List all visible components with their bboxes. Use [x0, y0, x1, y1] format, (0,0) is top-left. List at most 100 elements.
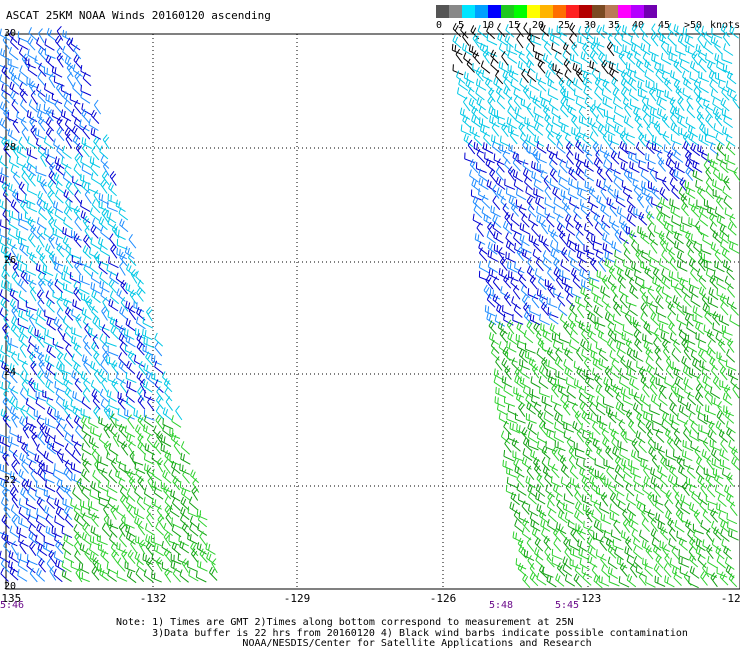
- wind-barb: [563, 202, 572, 218]
- wind-barb: [574, 242, 586, 255]
- wind-barb: [626, 359, 637, 373]
- wind-barb: [711, 396, 722, 408]
- wind-barb: [17, 559, 28, 572]
- wind-barb: [96, 462, 108, 474]
- wind-barb: [694, 445, 703, 461]
- wind-barb: [3, 388, 11, 403]
- wind-barb: [20, 270, 29, 285]
- wind-barb: [658, 392, 668, 406]
- wind-barb: [81, 532, 92, 546]
- wind-barb: [575, 221, 584, 236]
- wind-barb: [74, 513, 84, 527]
- wind-barb: [633, 392, 643, 406]
- wind-barb: [136, 496, 146, 511]
- wind-barb: [562, 502, 574, 515]
- wind-barb: [726, 427, 735, 442]
- wind-barb: [731, 456, 740, 471]
- wind-barb: [566, 98, 577, 111]
- wind-barb: [38, 558, 46, 573]
- wind-barb: [546, 553, 555, 568]
- wind-barb: [29, 252, 39, 266]
- wind-barb: [36, 174, 47, 187]
- wind-barb: [565, 222, 576, 236]
- wind-barb: [109, 271, 119, 285]
- wind-barb: [685, 116, 696, 130]
- wind-barb: [558, 332, 570, 344]
- wind-barb: [602, 397, 614, 409]
- wind-barb: [498, 61, 509, 74]
- wind-barb: [43, 227, 54, 241]
- wind-barb: [625, 432, 637, 444]
- wind-barb: [151, 497, 162, 510]
- wind-barb: [715, 71, 726, 83]
- wind-barb: [579, 557, 590, 571]
- wind-barb: [574, 132, 583, 147]
- wind-barb: [1, 514, 10, 529]
- wind-barb: [555, 151, 567, 164]
- wind-barb: [555, 274, 564, 290]
- wind-barb: [689, 536, 698, 552]
- wind-barb: [73, 504, 83, 518]
- wind-barb: [518, 122, 526, 137]
- wind-barb: [626, 573, 637, 588]
- wind-barb: [70, 462, 82, 474]
- wind-barb: [8, 560, 19, 573]
- wind-barb: [65, 197, 73, 212]
- wind-barb: [637, 450, 649, 462]
- wind-barb: [596, 103, 605, 118]
- wind-barb: [602, 131, 611, 147]
- wind-barb: [7, 182, 18, 195]
- wind-barb: [670, 70, 681, 83]
- wind-barb: [678, 549, 690, 561]
- wind-barb: [155, 394, 164, 410]
- wind-barb: [527, 256, 535, 272]
- wind-barb: [179, 540, 190, 554]
- wind-barb: [701, 150, 711, 164]
- wind-barb: [585, 231, 595, 247]
- wind-barb: [569, 465, 579, 480]
- wind-barb: [669, 105, 679, 120]
- wind-barb: [705, 166, 713, 182]
- wind-barb: [540, 219, 549, 235]
- wind-barb: [143, 453, 155, 465]
- wind-barb: [567, 519, 578, 532]
- wind-barb: [65, 253, 74, 269]
- wind-barb: [504, 396, 516, 407]
- wind-barb: [0, 307, 9, 321]
- wind-barb: [66, 62, 74, 78]
- wind-barb: [91, 448, 100, 464]
- wind-barb: [703, 467, 715, 479]
- wind-barb: [512, 151, 522, 165]
- wind-barb: [636, 360, 647, 372]
- wind-barb: [648, 324, 660, 337]
- wind-barb: [163, 485, 172, 500]
- wind-barb: [11, 316, 21, 330]
- wind-barb: [63, 423, 73, 438]
- wind-barb: [72, 487, 82, 501]
- wind-barb: [630, 466, 642, 479]
- wind-barb: [547, 88, 559, 101]
- wind-barb: [43, 135, 54, 149]
- wind-barb: [27, 486, 36, 501]
- wind-barb: [152, 468, 162, 482]
- wind-barb: [464, 152, 476, 164]
- wind-barb: [52, 255, 64, 267]
- wind-barb: [624, 102, 632, 118]
- wind-barb: [726, 296, 737, 310]
- wind-barb: [689, 502, 699, 515]
- wind-barb: [605, 116, 616, 130]
- wind-barb: [540, 301, 549, 317]
- wind-barb: [9, 81, 19, 95]
- wind-barb: [575, 449, 587, 460]
- wind-barb: [646, 429, 655, 444]
- wind-barb: [488, 332, 499, 345]
- wind-barb: [549, 33, 560, 47]
- wind-barb: [624, 268, 635, 282]
- wind-barb: [460, 124, 472, 136]
- wind-barb: [107, 480, 118, 494]
- wind-barb: [89, 551, 100, 565]
- wind-barb: [685, 166, 694, 181]
- wind-barb: [508, 143, 519, 156]
- wind-barb: [538, 376, 549, 390]
- wind-barb: [570, 527, 579, 543]
